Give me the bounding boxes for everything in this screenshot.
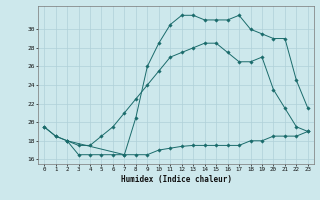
X-axis label: Humidex (Indice chaleur): Humidex (Indice chaleur) — [121, 175, 231, 184]
